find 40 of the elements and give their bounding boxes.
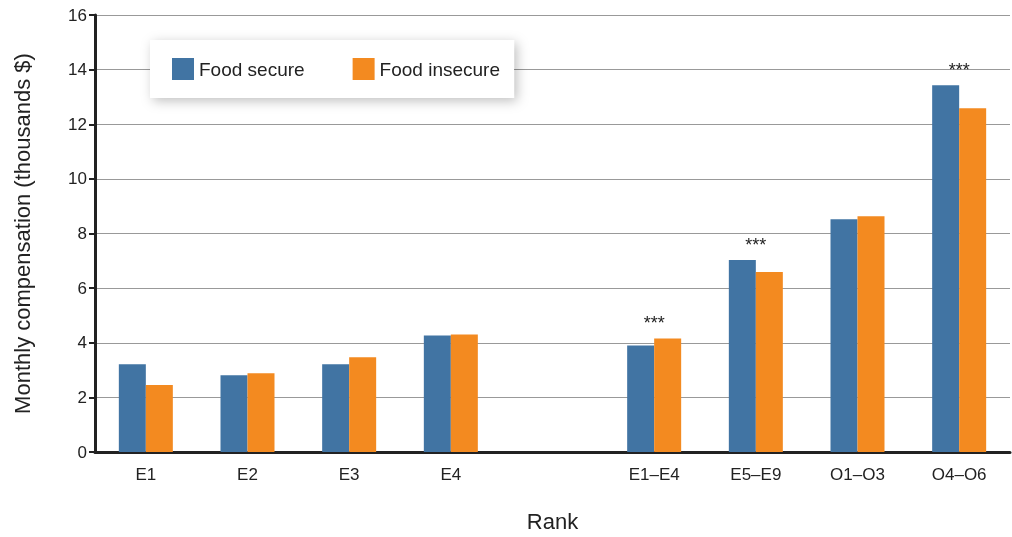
bar: [654, 338, 682, 452]
y-tick-label: 6: [77, 278, 87, 298]
annotation: ***: [643, 313, 665, 334]
annotation: ***: [948, 60, 970, 81]
legend-label: Food secure: [199, 58, 305, 80]
x-axis-title: Rank: [526, 508, 580, 534]
y-tick-label: 12: [68, 114, 87, 134]
y-tick-label: 10: [68, 169, 87, 189]
annotation: ***: [745, 234, 767, 255]
bar: [857, 216, 885, 452]
bar: [423, 335, 451, 452]
bar: [728, 259, 756, 452]
bar: [932, 85, 960, 452]
x-tick-label: O1–O3: [830, 465, 885, 484]
bar: [755, 272, 783, 452]
y-tick-label: 4: [77, 333, 87, 353]
bar: [322, 364, 350, 452]
bar: [118, 364, 146, 452]
bar: [145, 385, 173, 452]
bar: [247, 373, 275, 452]
y-tick-label: 8: [77, 224, 87, 243]
x-tick-label: E5–E9: [730, 465, 782, 484]
y-tick-label: 14: [68, 60, 87, 80]
x-tick-label: E1–E4: [628, 465, 680, 484]
bar: [220, 375, 248, 452]
bar: [830, 219, 858, 452]
x-tick-label: O4–O6: [931, 465, 987, 484]
bar: [450, 334, 478, 452]
bar: [959, 108, 987, 452]
bar: [349, 357, 377, 452]
x-tick-label: E4: [440, 465, 462, 484]
x-tick-label: E2: [237, 465, 258, 484]
y-axis-title: Monthly compensation (thousands $): [9, 53, 35, 414]
bar: [627, 345, 655, 452]
x-tick-label: E3: [338, 465, 360, 484]
y-tick-label: 16: [68, 5, 87, 25]
x-tick-label: E1: [135, 465, 157, 484]
y-tick-label: 0: [77, 442, 87, 462]
legend-label: Food insecure: [379, 58, 501, 80]
y-tick-label: 2: [77, 387, 87, 407]
